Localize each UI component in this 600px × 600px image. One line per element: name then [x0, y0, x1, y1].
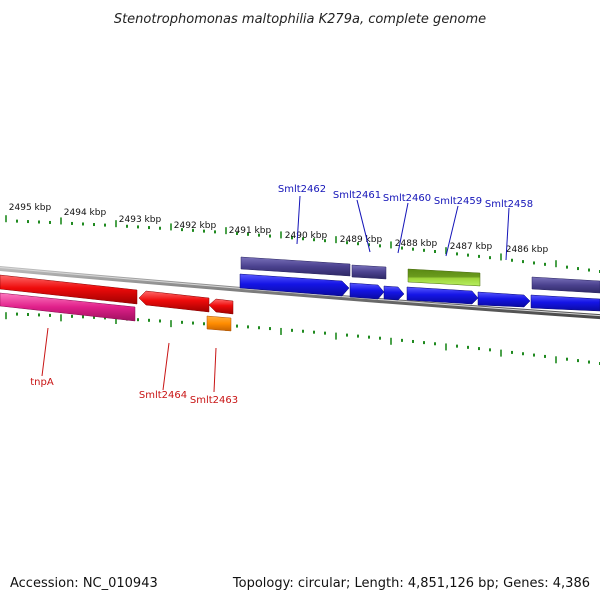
scale-label: 2494 kbp [64, 208, 107, 218]
gene-feature-smlt2462[interactable] [240, 256, 351, 277]
cds-arrow-smlt2461[interactable] [349, 282, 385, 300]
scale-label: 2492 kbp [174, 221, 217, 231]
connector-smlt2462 [296, 195, 301, 245]
connector-tnpA [41, 327, 49, 377]
map-title: Stenotrophomonas maltophilia K279a, comp… [114, 12, 486, 27]
cds-arrow-smlt2458-a[interactable] [477, 291, 531, 308]
scale-label: 2489 kbp [340, 235, 383, 245]
gene-label-smlt2459[interactable]: Smlt2459 [434, 196, 482, 207]
connector-smlt2463 [213, 347, 217, 393]
inner-tick-track [5, 312, 600, 365]
gene-label-smlt2460[interactable]: Smlt2460 [383, 193, 431, 204]
connector-smlt2458 [505, 207, 510, 261]
gene-label-tnpA[interactable]: tnpA [30, 377, 54, 388]
gene-label-smlt2458[interactable]: Smlt2458 [485, 199, 533, 210]
outer-tick-track [5, 215, 600, 273]
cds-arrow-smlt2458-b[interactable] [530, 294, 600, 312]
scale-label: 2491 kbp [229, 226, 272, 236]
gene-feature-smlt2458[interactable] [531, 276, 600, 294]
gene-feature-tnpA[interactable] [0, 292, 136, 322]
cds-arrow-tnpA[interactable] [0, 274, 138, 305]
reverse-cds-track [0, 274, 234, 315]
top-gene-labels: Smlt2462 Smlt2461 Smlt2460 Smlt2459 Smlt… [278, 184, 533, 210]
cds-arrow-smlt2462[interactable] [239, 273, 350, 297]
reverse-gene-track [0, 292, 232, 332]
connector-smlt2464 [162, 342, 170, 391]
forward-gene-track [240, 256, 600, 294]
cds-arrow-smlt2459[interactable] [406, 286, 479, 305]
forward-cds-track [239, 273, 600, 312]
bottom-gene-labels: tnpA Smlt2464 Smlt2463 [30, 377, 238, 406]
scale-label: 2488 kbp [395, 239, 438, 249]
scale-labels: 2495 kbp 2494 kbp 2493 kbp 2492 kbp 2491… [9, 203, 549, 255]
orange-feature-smlt2463[interactable] [206, 315, 232, 332]
connector-smlt2460 [397, 202, 409, 254]
genome-backbone [0, 265, 600, 320]
scale-label: 2486 kbp [506, 245, 549, 255]
gene-label-smlt2462[interactable]: Smlt2462 [278, 184, 326, 195]
scale-label: 2495 kbp [9, 203, 52, 213]
gene-label-smlt2461[interactable]: Smlt2461 [333, 190, 381, 201]
green-feature-smlt2459[interactable] [407, 268, 481, 287]
topology-label: Topology: circular; Length: 4,851,126 bp… [232, 576, 590, 591]
connector-smlt2461 [356, 199, 371, 253]
gene-feature-smlt2461[interactable] [351, 264, 387, 280]
gene-label-smlt2464[interactable]: Smlt2464 [139, 390, 187, 401]
cds-arrow-smlt2464[interactable] [138, 290, 210, 313]
top-label-connectors [296, 195, 510, 261]
cds-arrow-smlt2460[interactable] [383, 285, 405, 301]
scale-label: 2490 kbp [285, 231, 328, 241]
connector-smlt2459 [445, 205, 459, 257]
gene-label-smlt2463[interactable]: Smlt2463 [190, 395, 238, 406]
accession-label: Accession: NC_010943 [10, 576, 158, 591]
scale-label: 2493 kbp [119, 215, 162, 225]
bottom-label-connectors [41, 327, 217, 393]
cds-arrow-smlt2463[interactable] [208, 298, 234, 315]
scale-label: 2487 kbp [450, 242, 493, 252]
genome-backbone-highlight [0, 266, 600, 317]
